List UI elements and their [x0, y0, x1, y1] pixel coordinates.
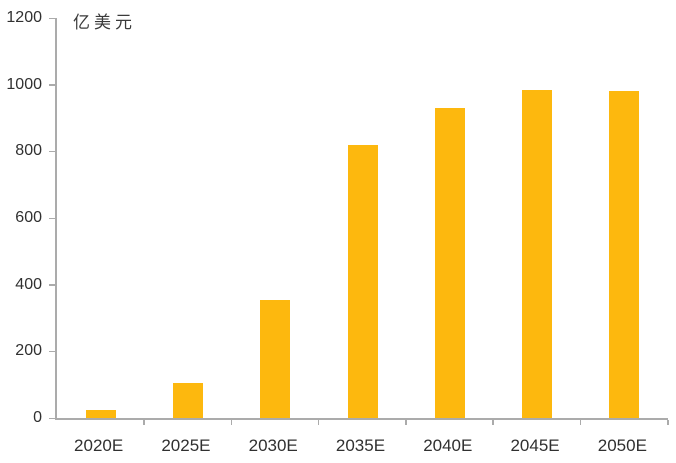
y-tick-label: 0: [33, 409, 42, 426]
y-tick-mark: [49, 84, 55, 86]
x-category-label: 2050E: [597, 436, 647, 455]
x-tick-mark: [579, 420, 582, 425]
x-tick-mark: [667, 420, 669, 425]
plot-area: [49, 17, 669, 425]
bar-2035E: [347, 144, 378, 418]
y-tick-mark: [49, 217, 55, 219]
bar-2050E: [609, 91, 640, 418]
y-tick-label: 1000: [6, 75, 42, 93]
y-axis-unit-label: 亿美元: [73, 13, 136, 32]
y-tick-label: 1200: [6, 9, 42, 26]
x-category-label: 2045E: [510, 436, 560, 455]
bar-2025E: [172, 383, 203, 418]
x-category-label: 2035E: [335, 436, 386, 455]
x-category-label: 2040E: [423, 436, 473, 455]
y-tick-mark: [49, 284, 55, 286]
x-tick-mark: [143, 420, 145, 425]
y-tick-label: 200: [15, 342, 42, 360]
x-category-label: 2030E: [248, 436, 298, 455]
y-tick-mark: [49, 150, 55, 153]
y-tick-mark: [49, 17, 55, 19]
bar-2030E: [260, 299, 291, 418]
y-tick-mark: [49, 350, 55, 353]
y-tick-label: 800: [15, 142, 42, 160]
bar-2020E: [85, 409, 116, 418]
y-tick-label: 400: [15, 275, 42, 293]
bar-2045E: [522, 89, 553, 418]
x-tick-mark: [405, 420, 407, 425]
x-tick-mark: [492, 420, 494, 425]
y-tick-label: 600: [15, 209, 42, 226]
x-category-label: 2020E: [74, 436, 124, 455]
x-category-label: 2025E: [161, 436, 211, 455]
x-tick-mark: [230, 420, 233, 425]
y-tick-mark: [49, 417, 55, 419]
x-tick-mark: [317, 420, 320, 425]
bar-2040E: [434, 108, 465, 418]
